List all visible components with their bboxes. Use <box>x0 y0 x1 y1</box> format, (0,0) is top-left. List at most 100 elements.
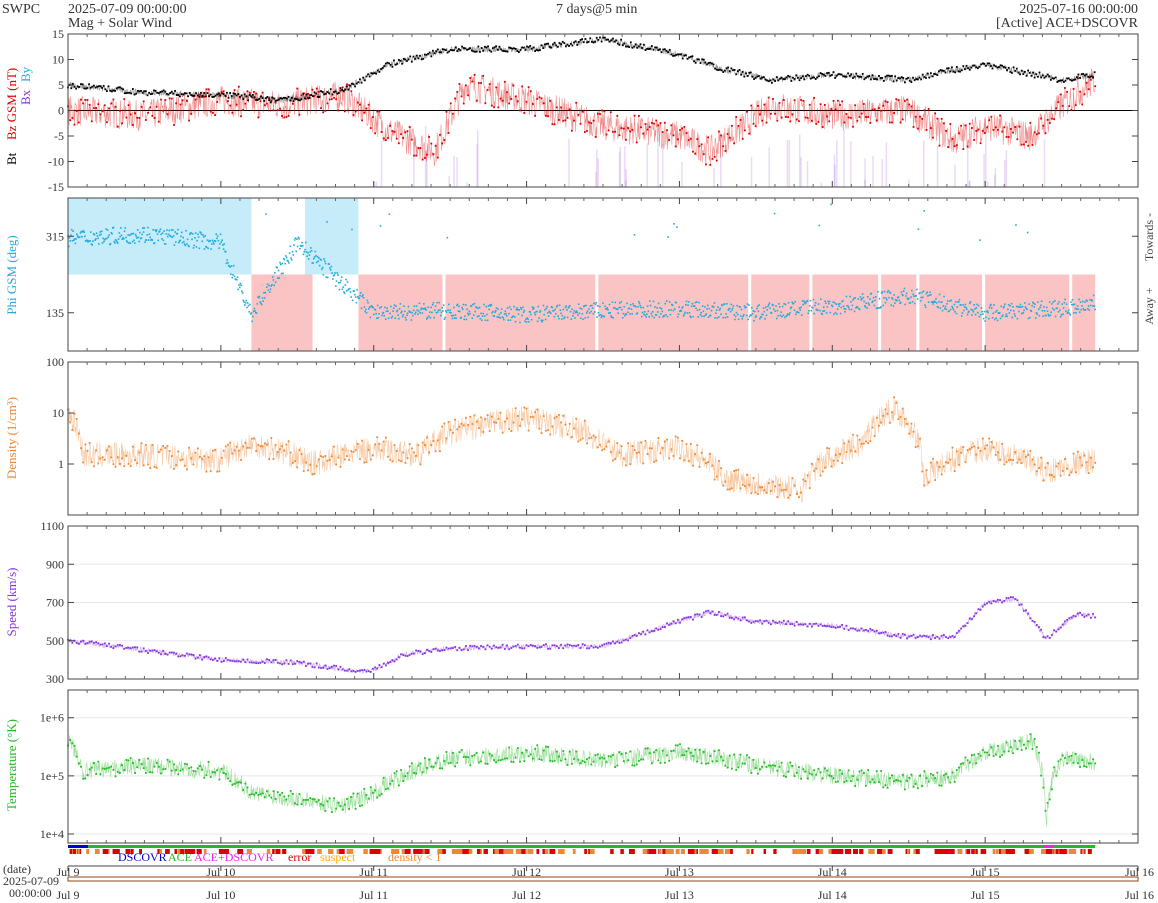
phi-point <box>252 310 255 313</box>
density-point <box>1027 454 1030 456</box>
speed-point <box>566 643 569 646</box>
bz-point <box>279 107 281 110</box>
bt-point <box>110 90 113 93</box>
speed-point <box>1020 603 1023 606</box>
temperature-point <box>415 772 418 775</box>
speed-ytick-label: 1100 <box>40 519 64 533</box>
bt-point <box>858 75 861 78</box>
phi-point <box>613 306 616 309</box>
bt-point <box>414 57 416 60</box>
bz-point <box>255 92 258 95</box>
temperature-point <box>668 759 671 762</box>
temperature-point <box>666 754 668 757</box>
speed-point <box>951 634 954 637</box>
speed-point <box>149 649 152 652</box>
bz-point <box>826 115 828 118</box>
bz-point <box>1081 103 1084 106</box>
phi-point <box>508 306 511 308</box>
density-point <box>739 487 742 490</box>
phi-point <box>1043 310 1046 312</box>
phi-point <box>701 305 704 307</box>
temperature-point <box>121 764 123 767</box>
phi-point <box>974 313 977 316</box>
speed-point <box>776 622 779 624</box>
phi-point <box>149 236 151 239</box>
bt-point <box>141 91 144 94</box>
speed-point <box>1012 596 1014 599</box>
temperature-point <box>713 750 716 753</box>
temperature-point <box>103 768 106 770</box>
phi-point <box>505 314 508 317</box>
density-point <box>352 451 355 453</box>
phi-point <box>404 316 407 319</box>
temperature-point <box>568 750 571 753</box>
speed-point <box>878 632 880 635</box>
phi-point <box>659 307 661 309</box>
bx-shade <box>966 140 969 187</box>
phi-point <box>962 304 964 306</box>
density-point <box>947 462 950 464</box>
phi-point <box>370 305 373 307</box>
speed-point <box>233 660 236 663</box>
bt-point <box>831 74 833 76</box>
bx-shade <box>834 164 836 187</box>
density-point <box>177 450 180 453</box>
temperature-point <box>395 770 398 773</box>
temperature-point <box>404 775 407 777</box>
bz-point <box>579 122 582 125</box>
phi-point <box>266 283 269 286</box>
temperature-point <box>320 803 322 806</box>
speed-point <box>484 648 487 651</box>
bx-shade <box>625 180 627 187</box>
phi-point <box>1038 314 1041 317</box>
phi-point <box>713 302 716 304</box>
phi-point <box>576 311 578 314</box>
phi-point <box>987 311 989 314</box>
bt-point <box>1049 78 1052 81</box>
temperature-point <box>601 756 604 759</box>
speed-point <box>521 647 524 650</box>
bz-point <box>1033 131 1036 134</box>
speed-point <box>564 644 567 647</box>
bt-point <box>947 67 950 70</box>
temperature-point <box>274 798 277 800</box>
bx-shade <box>657 137 659 187</box>
bt-point <box>808 74 811 77</box>
phi-point <box>793 309 796 312</box>
bz-point <box>769 112 772 115</box>
phi-point <box>424 307 427 310</box>
speed-ytick-label: 900 <box>46 557 64 571</box>
bz-point <box>659 122 662 124</box>
bz-point <box>869 121 872 124</box>
bz-point <box>674 145 677 148</box>
phi-point <box>387 310 389 312</box>
density-point <box>843 442 846 445</box>
bz-point <box>268 97 271 100</box>
phi-point <box>1012 309 1015 312</box>
density-point <box>765 491 768 494</box>
speed-point <box>914 636 917 639</box>
bt-point <box>813 76 815 79</box>
phi-point <box>605 308 608 310</box>
phi-point <box>870 292 873 295</box>
phi-point <box>450 311 452 314</box>
bt-point <box>479 51 481 53</box>
bt-point <box>516 50 519 52</box>
bt-point <box>944 71 947 74</box>
status-flag <box>218 849 225 854</box>
phi-point <box>1065 310 1067 312</box>
phi-point <box>254 310 256 312</box>
bt-point <box>177 94 180 96</box>
density-point <box>711 464 714 467</box>
density-point <box>629 463 632 466</box>
phi-point <box>565 305 567 307</box>
speed-point <box>971 618 973 621</box>
bt-point <box>530 47 533 50</box>
phi-point <box>706 308 708 310</box>
bt-point <box>751 75 754 78</box>
speed-point <box>765 619 768 622</box>
bt-point <box>788 75 791 78</box>
mag-ytick-label: -15 <box>48 180 64 194</box>
density-point <box>1087 472 1090 474</box>
temperature-point <box>741 762 744 765</box>
